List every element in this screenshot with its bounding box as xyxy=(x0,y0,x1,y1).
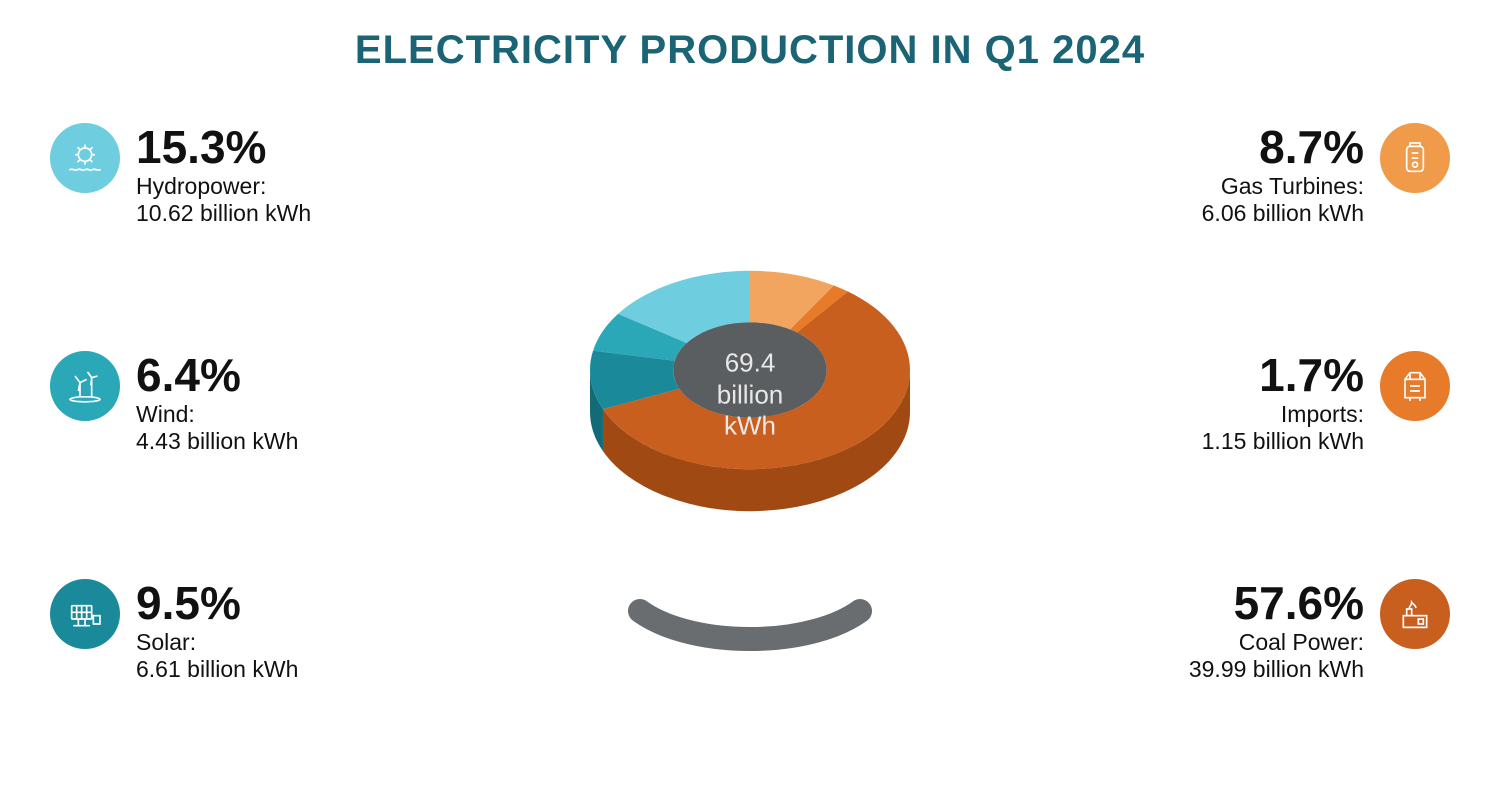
value: 6.61 billion kWh xyxy=(136,656,298,683)
center-value: 69.4 xyxy=(725,348,776,378)
percent: 8.7% xyxy=(1202,123,1364,171)
stat-text: 1.7% Imports: 1.15 billion kWh xyxy=(1202,351,1364,455)
percent: 6.4% xyxy=(136,351,298,399)
stat-text: 6.4% Wind: 4.43 billion kWh xyxy=(136,351,298,455)
label: Hydropower: xyxy=(136,173,311,200)
percent: 1.7% xyxy=(1202,351,1364,399)
center-unit1: billion xyxy=(717,379,784,409)
page-title: ELECTRICITY PRODUCTION IN Q1 2024 xyxy=(0,28,1500,73)
percent: 15.3% xyxy=(136,123,311,171)
center-unit2: kWh xyxy=(724,410,776,440)
pie-shadow-icon xyxy=(620,591,880,691)
stat-imports: 1.7% Imports: 1.15 billion kWh xyxy=(1100,351,1450,455)
stat-wind: 6.4% Wind: 4.43 billion kWh xyxy=(50,351,400,455)
infographic-body: 15.3% Hydropower: 10.62 billion kWh 6.4%… xyxy=(0,73,1500,760)
value: 6.06 billion kWh xyxy=(1202,200,1364,227)
percent: 9.5% xyxy=(136,579,298,627)
hydro-icon xyxy=(50,123,120,193)
wind-icon xyxy=(50,351,120,421)
stat-text: 15.3% Hydropower: 10.62 billion kWh xyxy=(136,123,311,227)
value: 4.43 billion kWh xyxy=(136,428,298,455)
value: 10.62 billion kWh xyxy=(136,200,311,227)
stat-text: 57.6% Coal Power: 39.99 billion kWh xyxy=(1189,579,1364,683)
label: Imports: xyxy=(1202,401,1364,428)
value: 1.15 billion kWh xyxy=(1202,428,1364,455)
stat-gas: 8.7% Gas Turbines: 6.06 billion kWh xyxy=(1100,123,1450,227)
stat-text: 8.7% Gas Turbines: 6.06 billion kWh xyxy=(1202,123,1364,227)
value: 39.99 billion kWh xyxy=(1189,656,1364,683)
label: Solar: xyxy=(136,629,298,656)
label: Gas Turbines: xyxy=(1202,173,1364,200)
left-stats: 15.3% Hydropower: 10.62 billion kWh 6.4%… xyxy=(50,123,400,683)
label: Coal Power: xyxy=(1189,629,1364,656)
solar-icon xyxy=(50,579,120,649)
gas-icon xyxy=(1380,123,1450,193)
stat-hydro: 15.3% Hydropower: 10.62 billion kWh xyxy=(50,123,400,227)
label: Wind: xyxy=(136,401,298,428)
right-stats: 8.7% Gas Turbines: 6.06 billion kWh 1.7%… xyxy=(1100,123,1450,683)
stat-solar: 9.5% Solar: 6.61 billion kWh xyxy=(50,579,400,683)
stat-text: 9.5% Solar: 6.61 billion kWh xyxy=(136,579,298,683)
percent: 57.6% xyxy=(1189,579,1364,627)
pie-center-label: 69.4 billion kWh xyxy=(717,348,784,442)
coal-icon xyxy=(1380,579,1450,649)
stat-coal: 57.6% Coal Power: 39.99 billion kWh xyxy=(1100,579,1450,683)
import-icon xyxy=(1380,351,1450,421)
pie-chart: 69.4 billion kWh xyxy=(540,241,960,661)
